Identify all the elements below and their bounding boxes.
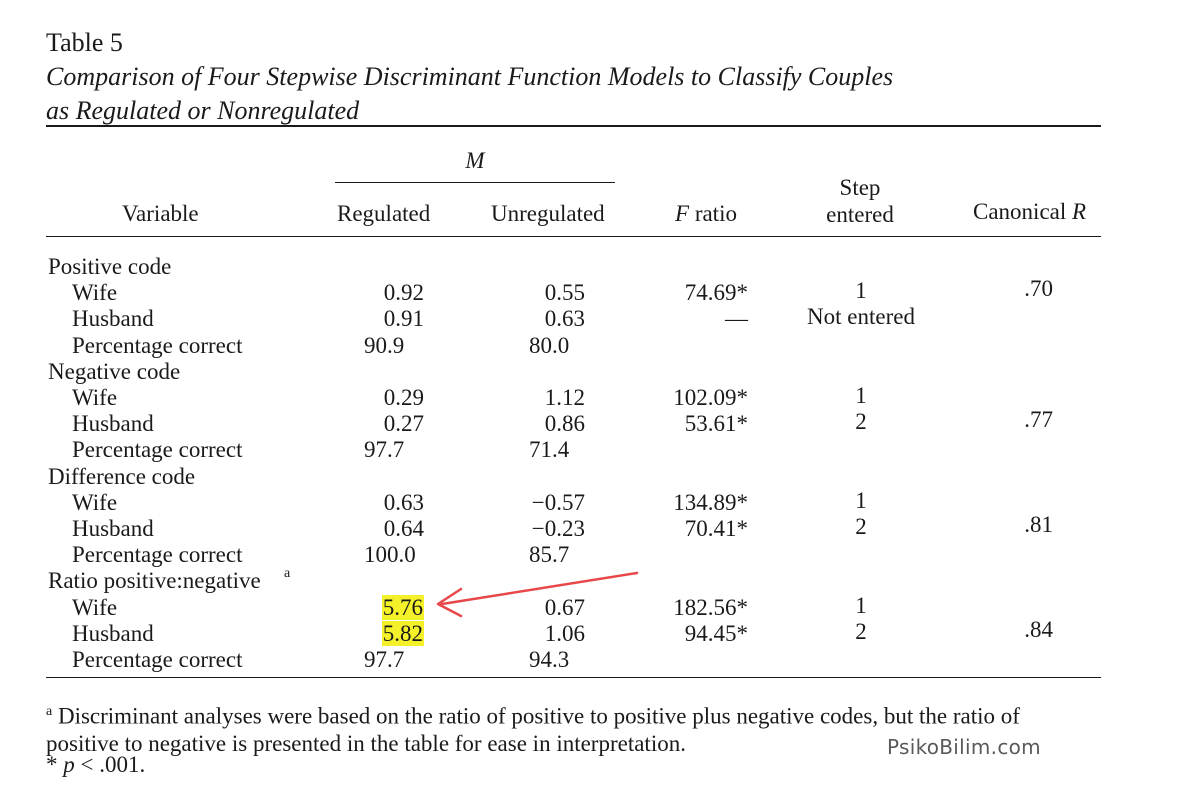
group-label: Difference code — [48, 463, 196, 489]
regulated-value: 5.82 — [324, 620, 424, 647]
top-rule — [46, 125, 1101, 127]
regulated-value: 97.7 — [364, 647, 405, 672]
header-f-ratio: F ratio — [675, 201, 737, 227]
header-f-rest: ratio — [689, 201, 737, 226]
unregulated-value: 0.63 — [544, 306, 585, 332]
f-ratio-value: 94.45* — [684, 620, 748, 646]
unregulated-value: 85.7 — [529, 542, 570, 568]
unregulated-value: 0.86 — [544, 411, 585, 437]
f-ratio-value: 182.56* — [673, 594, 748, 620]
step-value: 1 — [855, 487, 867, 513]
f-ratio-value: 134.89* — [673, 489, 748, 515]
unregulated-value: 0.55 — [544, 280, 585, 306]
footnote-a-mark: a — [46, 704, 53, 719]
row-label: Wife — [72, 594, 118, 620]
regulated-value: 0.91 — [383, 306, 424, 332]
regulated-value: 5.76 — [324, 594, 424, 621]
header-step-line1: Step — [839, 175, 881, 200]
f-ratio-value: 70.41* — [684, 516, 748, 541]
regulated-value: 90.9 — [364, 332, 405, 358]
row-label: Percentage correct — [72, 647, 243, 672]
row-label: Wife — [72, 280, 118, 306]
regulated-value: 0.27 — [383, 411, 424, 437]
header-step-entered: Step entered — [790, 174, 930, 228]
step-value: 1 — [855, 278, 867, 304]
footnote-a-line1: a Discriminant analyses were based on th… — [46, 698, 1020, 730]
watermark: PsikoBilim.com — [887, 735, 1041, 759]
f-ratio-value: 102.09* — [673, 385, 748, 410]
regulated-value: 0.64 — [383, 516, 424, 541]
highlighted-value: 5.82 — [381, 620, 424, 646]
unregulated-value: 0.67 — [544, 594, 585, 620]
footnote-a-text1: Discriminant analyses were based on the … — [52, 703, 1020, 729]
unregulated-value: 1.06 — [544, 620, 585, 646]
row-label: Husband — [72, 411, 154, 437]
header-canon-italic: R — [1072, 199, 1087, 224]
step-value: 1 — [855, 592, 867, 618]
header-variable: Variable — [122, 201, 199, 226]
row-label: Wife — [72, 489, 118, 515]
group-label: Positive code — [48, 254, 172, 279]
header-group-m: M — [465, 148, 485, 173]
regulated-value: 0.29 — [383, 385, 424, 410]
f-ratio-value: 74.69* — [684, 280, 748, 306]
footnote-a: a Discriminant analyses were based on th… — [46, 698, 1020, 757]
row-label: Percentage correct — [72, 332, 243, 358]
table-caption: Comparison of Four Stepwise Discriminant… — [46, 60, 893, 128]
header-step-line2: entered — [826, 202, 894, 227]
header-rule — [46, 236, 1101, 237]
caption-line-1: Comparison of Four Stepwise Discriminant… — [46, 62, 894, 91]
table-number: Table 5 — [46, 28, 123, 57]
canonical-value: .81 — [1024, 512, 1053, 537]
group-label: Negative code — [48, 358, 181, 384]
highlighted-value: 5.76 — [381, 594, 424, 620]
f-ratio-value: — — [725, 306, 748, 332]
row-label: Wife — [72, 385, 118, 410]
row-label: Husband — [72, 306, 154, 332]
step-value: 1 — [855, 383, 867, 408]
header-canonical-r: Canonical R — [973, 199, 1086, 225]
footnote-p-rest: < .001. — [74, 752, 146, 777]
f-ratio-value: 53.61* — [684, 411, 748, 437]
footnote-a-line2: positive to negative is presented in the… — [46, 730, 686, 756]
step-value: 2 — [855, 409, 867, 435]
unregulated-value: −0.23 — [531, 516, 585, 541]
row-label: Husband — [72, 620, 154, 646]
regulated-value: 0.92 — [383, 280, 424, 306]
footnote-p-mark: * — [46, 752, 58, 777]
regulated-value: 100.0 — [364, 542, 416, 568]
unregulated-value: 71.4 — [529, 437, 570, 463]
group-label: Ratio positive:negative — [48, 568, 261, 594]
unregulated-value: −0.57 — [531, 489, 585, 515]
header-unregulated: Unregulated — [491, 201, 605, 226]
canonical-value: .77 — [1024, 407, 1053, 433]
bottom-rule — [46, 677, 1101, 678]
header-f-italic: F — [675, 201, 690, 226]
step-value: 2 — [855, 514, 867, 539]
unregulated-value: 1.12 — [544, 385, 585, 410]
row-label: Husband — [72, 516, 154, 541]
row-label: Percentage correct — [72, 437, 243, 463]
step-value: Not entered — [807, 304, 915, 330]
group-label-sup: a — [284, 566, 291, 582]
canonical-value: .84 — [1024, 616, 1053, 642]
group-rule — [335, 182, 615, 183]
row-label: Percentage correct — [72, 542, 243, 568]
footnote-p: * p < .001. — [46, 752, 145, 778]
footnote-p-italic: p — [63, 752, 75, 777]
header-regulated: Regulated — [337, 201, 431, 226]
header-canon-rest: Canonical — [973, 199, 1072, 224]
unregulated-value: 94.3 — [529, 647, 570, 672]
canonical-value: .70 — [1024, 276, 1053, 302]
regulated-value: 97.7 — [364, 437, 405, 463]
step-value: 2 — [855, 618, 867, 644]
caption-line-2: as Regulated or Nonregulated — [46, 96, 360, 125]
unregulated-value: 80.0 — [529, 332, 570, 358]
regulated-value: 0.63 — [383, 489, 424, 515]
